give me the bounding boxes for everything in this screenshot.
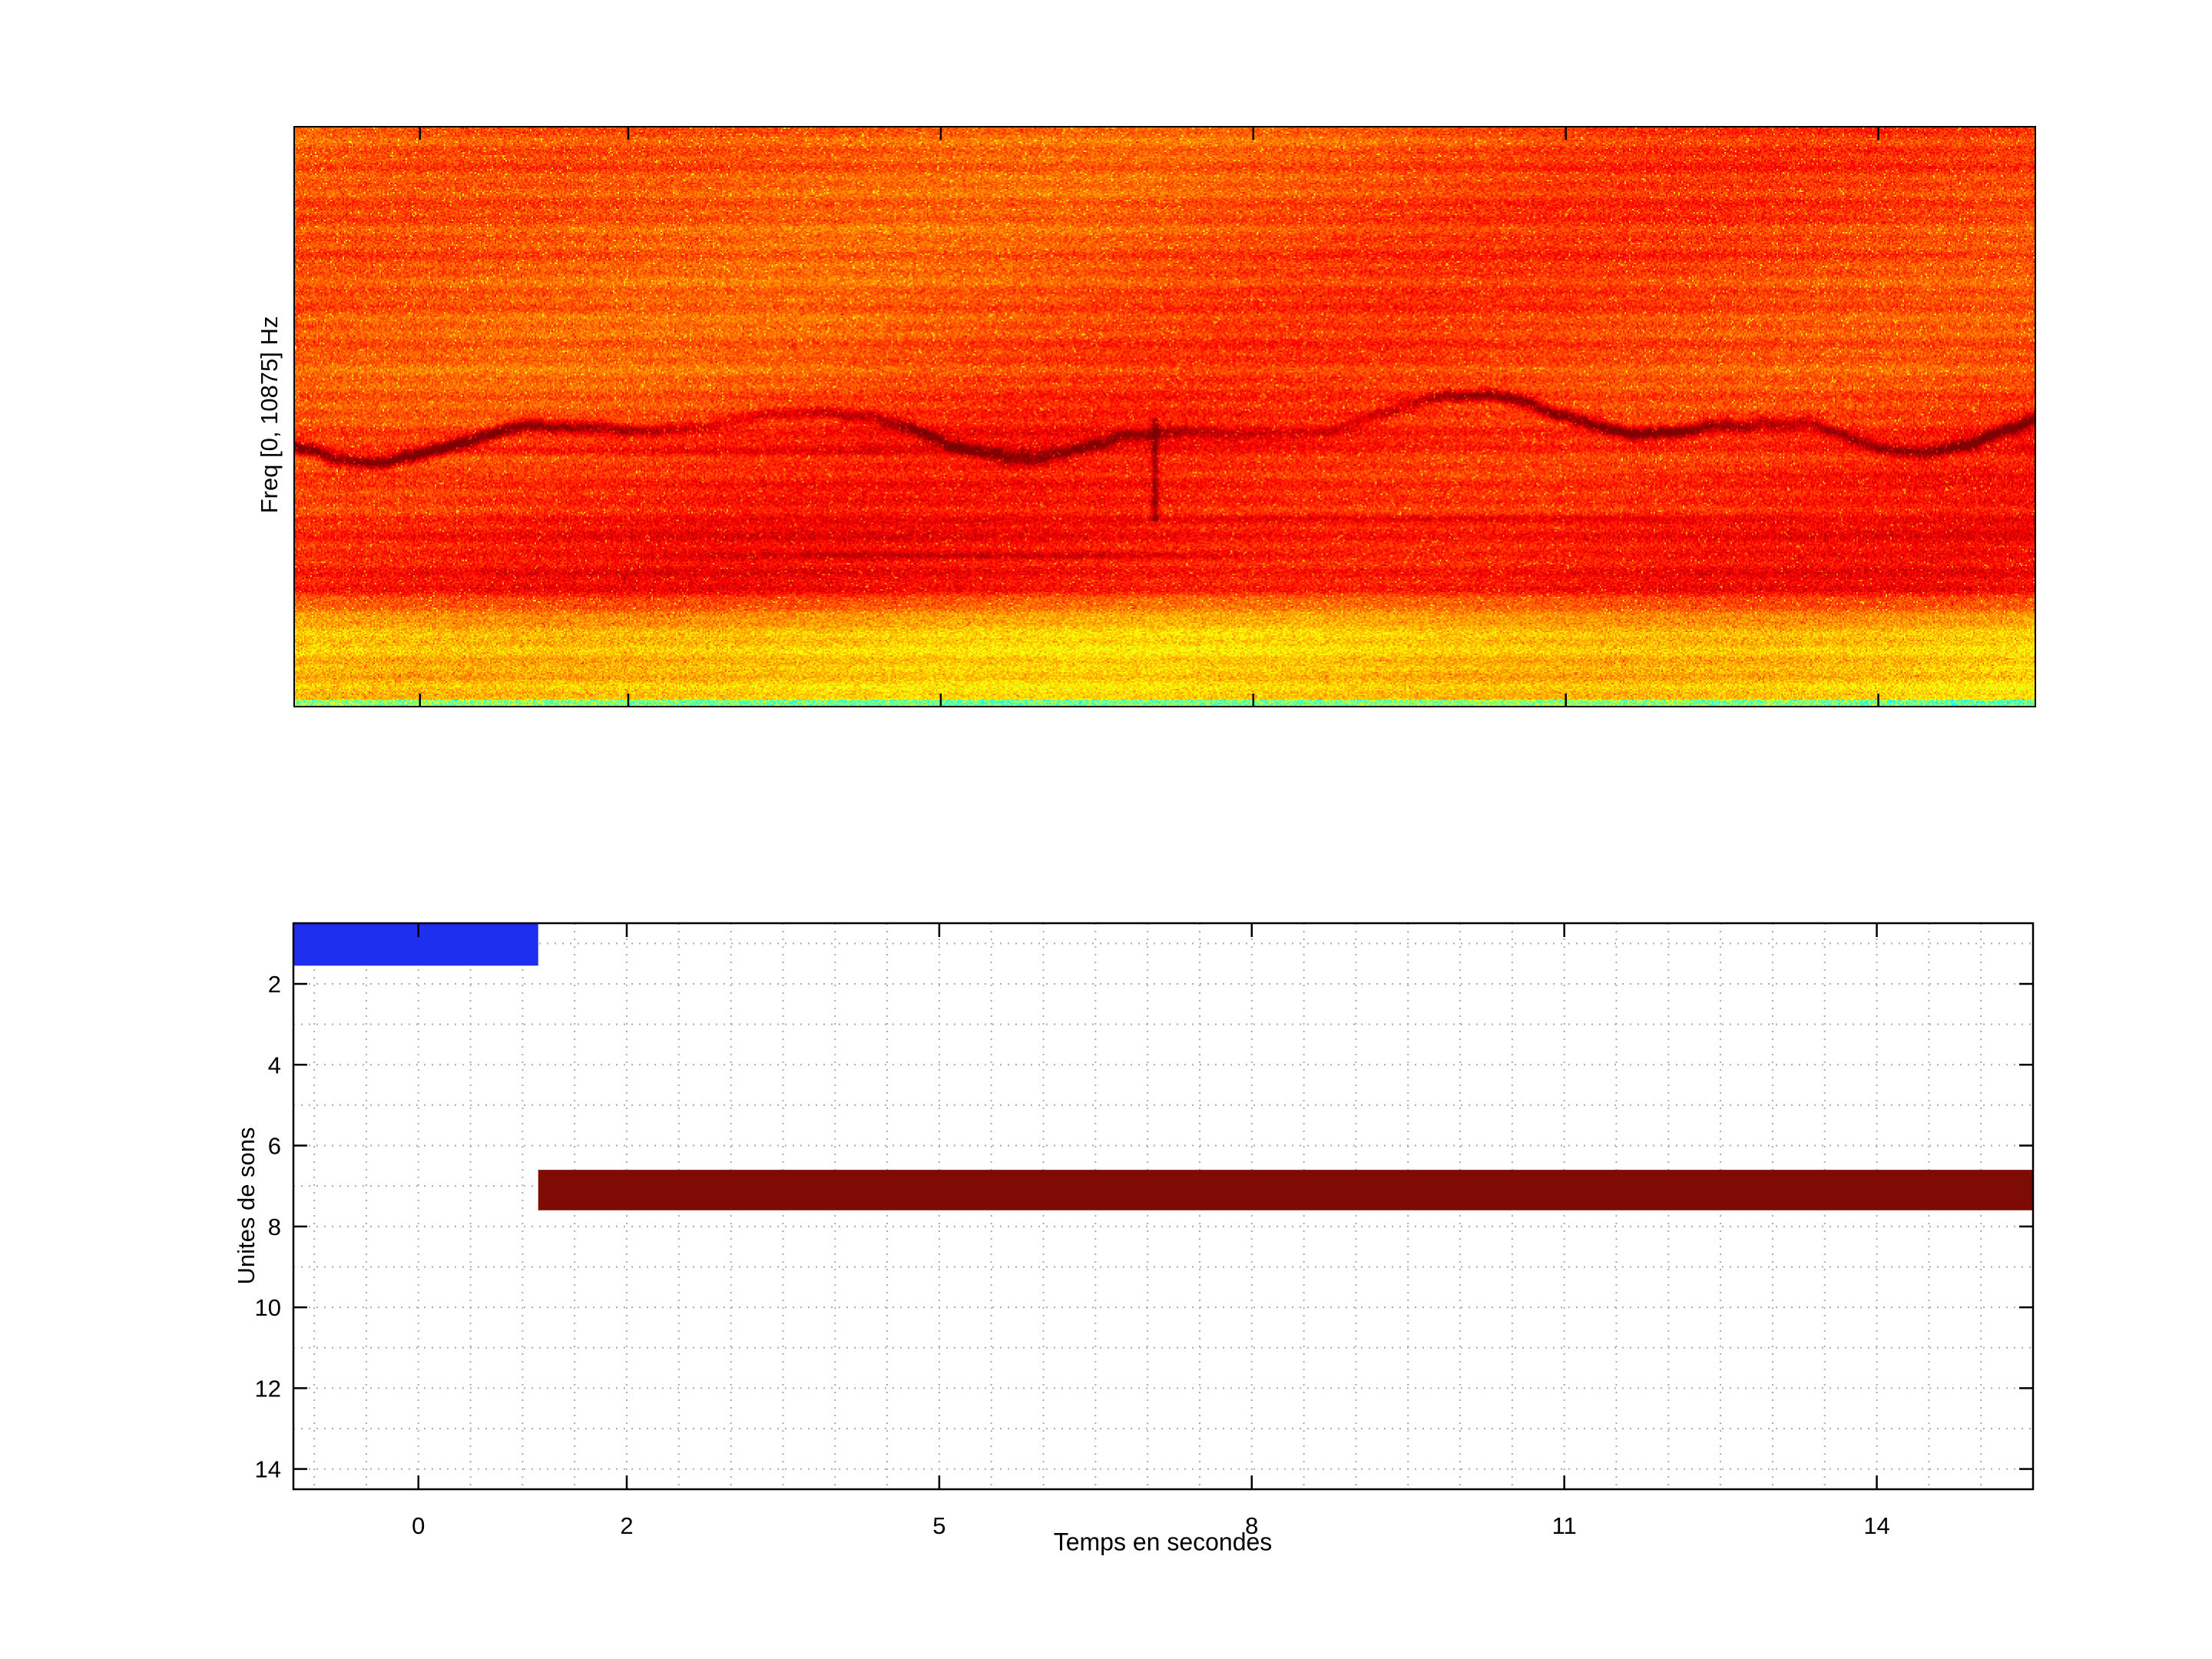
x-tick-label: 14 <box>1863 1512 1889 1539</box>
units-ylabel: Unites de sons <box>233 1127 260 1285</box>
x-tick-label: 11 <box>1552 1512 1577 1539</box>
y-tick-label: 2 <box>268 971 281 998</box>
y-tick-label: 4 <box>268 1051 281 1078</box>
y-tick-label: 12 <box>255 1375 281 1402</box>
x-tick-label: 8 <box>1245 1512 1258 1539</box>
x-tick-label: 2 <box>620 1512 633 1539</box>
x-tick-label: 5 <box>932 1512 945 1539</box>
sound-unit-bar <box>293 923 538 966</box>
spectrogram-axes <box>293 126 2036 707</box>
spectrogram-ylabel: Freq [0, 10875] Hz <box>256 316 283 514</box>
y-tick-label: 6 <box>268 1133 281 1160</box>
y-tick-label: 10 <box>255 1294 281 1321</box>
axes-box <box>292 922 2035 1491</box>
sound-unit-bar <box>538 1170 2033 1210</box>
y-tick-label: 8 <box>268 1214 281 1240</box>
sound-units-axes: 0 2 5 8 11 14 2 4 6 8 10 12 14 <box>255 922 2035 1539</box>
spectrogram-image <box>295 127 2035 706</box>
x-tick-label: 0 <box>412 1512 425 1539</box>
y-tick-label: 14 <box>255 1456 281 1483</box>
units-xlabel: Temps en secondes <box>1053 1528 1273 1556</box>
